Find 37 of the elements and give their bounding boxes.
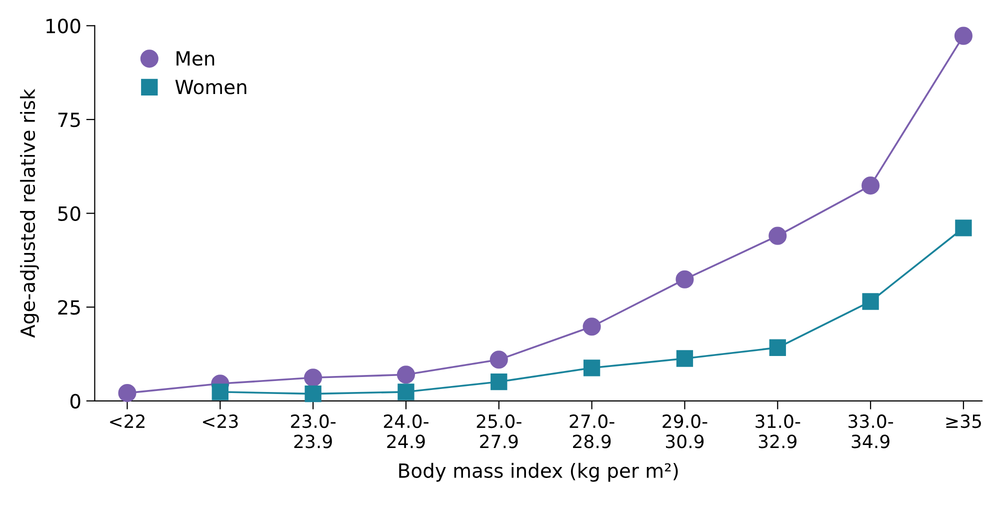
x-tick-label: 27.0- 28.9 [570,414,614,448]
point [676,350,694,367]
point [769,339,786,356]
y-tick-label: 0 [70,394,80,409]
point [304,385,322,402]
y-tick-label: 50 [58,206,80,221]
point [862,293,879,310]
x-tick-label: 23.0- 23.9 [291,414,336,448]
point [398,384,414,400]
point [396,366,416,384]
point [304,368,322,387]
point [582,318,601,336]
legend-label: Men [176,51,214,66]
x-tick-label: <23 [203,414,238,428]
point [768,226,787,245]
y-axis-title: Age-adjusted relative risk [20,88,39,338]
point [676,270,694,288]
point [212,384,228,400]
x-tick-label: 25.0- 27.9 [476,414,522,448]
x-tick-label: ≥35 [946,414,981,428]
x-tick-label: 31.0- 32.9 [756,414,800,448]
point [118,384,136,402]
x-tick-label: 33.0- 34.9 [848,414,894,448]
x-axis-title: Body mass index (kg per m²) [399,462,678,482]
point [954,26,972,45]
point [490,350,508,369]
legend-label: Women [175,80,246,94]
point [583,360,600,376]
x-tick-label: 24.0- 24.9 [384,414,428,448]
y-tick-label: 75 [58,112,80,128]
point [955,220,972,236]
x-tick-label: <22 [110,414,144,428]
x-tick-label: 29.0- 30.9 [662,414,708,448]
y-tick-label: 25 [58,300,80,315]
y-tick-label: 100 [46,18,80,34]
point [490,373,508,390]
point [862,176,880,195]
